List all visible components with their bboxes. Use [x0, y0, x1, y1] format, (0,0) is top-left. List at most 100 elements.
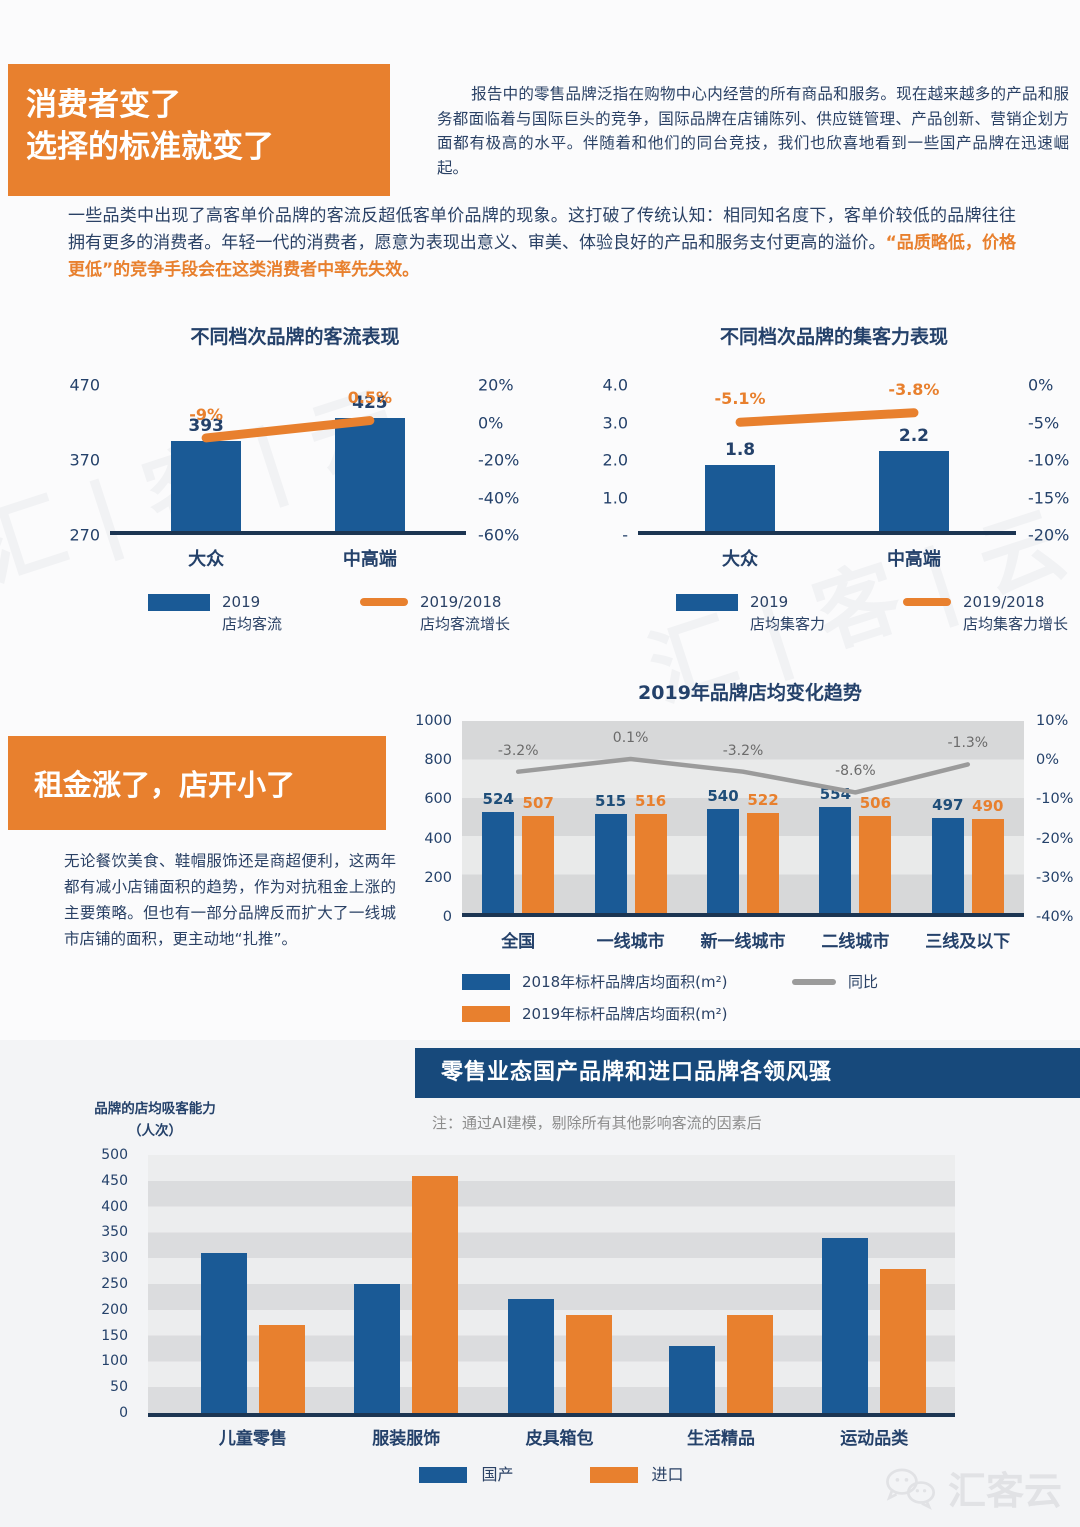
- attraction-performance-chart: 不同档次品牌的集客力表现 4.0 3.0 2.0 1.0 - 1.8 2.2 -5.1% -3…: [588, 322, 1080, 635]
- bar: [565, 1314, 612, 1413]
- tick-label: 0%: [478, 413, 504, 432]
- category-label: 服装服饰: [372, 1429, 441, 1449]
- bar-value-label: 524: [482, 790, 514, 809]
- right-axis: 20% 0% -20% -40% -60%: [466, 376, 530, 545]
- intro-paragraph: 报告中的零售品牌泛指在购物中心内经营的所有商品和服务。现在越来越多的产品和服务都…: [437, 85, 1069, 177]
- bar-swatch: [676, 594, 738, 611]
- tick-label: 350: [101, 1224, 128, 1241]
- line-swatch: [360, 598, 409, 606]
- tick-label: 0%: [1028, 375, 1054, 395]
- bar: [171, 441, 242, 531]
- legend-item: 2019/2018 店均客流增长: [360, 591, 510, 635]
- chart-title: 不同档次品牌的集客力表现: [719, 326, 948, 348]
- legend-item: 2019/2018 店均集客力增长: [903, 591, 1068, 635]
- line-value-label: 0.5%: [347, 387, 393, 407]
- section-title-box: 消费者变了 选择的标准就变了: [8, 64, 390, 196]
- tick-label: 50: [110, 1379, 128, 1396]
- tick-label: -30%: [1036, 869, 1074, 886]
- left-axis: 500 450 400 350 300 250 200 150 100 50 0: [90, 1147, 138, 1421]
- bar: [931, 817, 964, 913]
- lead-highlight: “品质略低，价格更低”的竞争手段会在这类消费者中率先失效。: [68, 233, 1016, 280]
- bar: [822, 1237, 869, 1413]
- legend-label: 国产: [481, 1465, 514, 1484]
- bar: [200, 1253, 247, 1413]
- y-axis-label-line1: 品牌的店均吸客能力: [94, 1101, 216, 1117]
- tick-label: 200: [101, 1301, 128, 1318]
- tick-label: 150: [101, 1327, 128, 1344]
- line-value-label: -3.8%: [888, 379, 940, 399]
- legend-label: 2019/2018 店均集客力增长: [963, 593, 1069, 633]
- bar: [594, 814, 627, 913]
- left-axis: 470 370 270: [60, 376, 110, 545]
- line-value-label: -9%: [189, 404, 224, 424]
- legend-item: 2019 店均集客力: [676, 591, 825, 635]
- brand-logo-text: 汇客云: [947, 1469, 1062, 1513]
- lead-paragraph: 一些品类中出现了高客单价品牌的客流反超低客单价品牌的现象。这打破了传统认知：相同…: [68, 203, 1016, 284]
- bar-value-label: 515: [594, 792, 627, 811]
- legend-label: 2019 店均集客力: [750, 593, 826, 633]
- bar: [971, 818, 1004, 913]
- left-axis: 1000 800 600 400 200 0: [415, 713, 462, 925]
- bar: [705, 465, 776, 531]
- tick-label: 250: [101, 1276, 128, 1292]
- plot-area: 1.8 2.2 -5.1% -3.8%: [638, 380, 1016, 535]
- line-swatch: [903, 598, 952, 606]
- rent-paragraph: 无论餐饮美食、鞋帽服饰还是商超便利，这两年都有减小店铺面积的趋势，作为对抗租金上…: [64, 852, 396, 948]
- tick-label: 0: [119, 1405, 128, 1421]
- bar: [668, 1345, 715, 1413]
- line-value-label: -3.2%: [722, 742, 764, 759]
- trend-line: [638, 385, 1016, 531]
- bar: [334, 417, 405, 531]
- line-value-label: 0.1%: [612, 730, 649, 747]
- section-banner: 零售业态国产品牌和进口品牌各领风骚: [415, 1048, 1080, 1098]
- lead-text: 一些品类中出现了高客单价品牌的客流反超低客单价品牌的现象。这打破了传统认知：相同…: [68, 206, 1016, 253]
- right-axis: 0% -5% -10% -15% -20%: [1016, 376, 1080, 545]
- tick-label: -20%: [1028, 525, 1070, 545]
- category-label: 大众: [722, 549, 759, 570]
- category-label: 皮具箱包: [525, 1429, 594, 1449]
- tick-label: -5%: [1028, 413, 1060, 432]
- imported-swatch: [589, 1467, 638, 1483]
- tick-label: 400: [424, 830, 452, 847]
- bar-value-label: 540: [707, 787, 739, 806]
- tick-label: 1.0: [602, 488, 628, 507]
- bar: [354, 1284, 401, 1413]
- legend-label: 进口: [651, 1465, 684, 1484]
- category-label: 生活精品: [686, 1429, 755, 1449]
- tick-label: -20%: [1036, 830, 1074, 847]
- bar-value-label: 425: [352, 392, 388, 413]
- bar: [819, 806, 852, 913]
- bar-swatch-2018: [462, 974, 510, 990]
- plot-area: 393 425 -9% 0.5%: [110, 385, 466, 535]
- tick-label: 270: [69, 525, 100, 545]
- legend-label: 2019 店均客流: [222, 593, 283, 633]
- trend-line-swatch: [792, 979, 836, 985]
- tick-label: -10%: [1028, 450, 1070, 470]
- category-axis: 大众 中高端: [110, 545, 466, 575]
- bar: [747, 812, 779, 913]
- traffic-performance-chart: 不同档次品牌的客流表现 470 370 270 393 425 -9% 0.5% 20% 0…: [60, 322, 530, 635]
- category-axis: 全国 一线城市 新一线城市 二线城市 三线及以下: [462, 927, 1024, 957]
- tick-label: 2.0: [602, 450, 628, 470]
- tick-label: 200: [424, 869, 452, 886]
- bar-value-label: 2.2: [898, 425, 929, 446]
- chart-title: 不同档次品牌的客流表现: [190, 326, 400, 348]
- legend: 国产 进口: [148, 1464, 955, 1486]
- bar: [507, 1299, 554, 1413]
- tick-label: -10%: [1036, 791, 1074, 808]
- tick-label: 300: [101, 1250, 128, 1267]
- bar: [707, 809, 739, 913]
- category-label: 中高端: [886, 549, 941, 570]
- section-title-line1: 消费者变了: [26, 87, 181, 123]
- tick-label: 500: [101, 1147, 128, 1163]
- bar-value-label: 507: [522, 793, 554, 812]
- bar: [634, 813, 667, 913]
- legend-item: 进口: [589, 1464, 684, 1486]
- legend-label: 同比: [848, 973, 879, 991]
- bar: [258, 1325, 305, 1413]
- category-label: 运动品类: [840, 1429, 909, 1449]
- category-label: 一线城市: [596, 932, 665, 952]
- bar-value-label: 1.8: [724, 440, 756, 461]
- legend: 2019 店均客流 2019/2018 店均客流增长: [60, 591, 530, 635]
